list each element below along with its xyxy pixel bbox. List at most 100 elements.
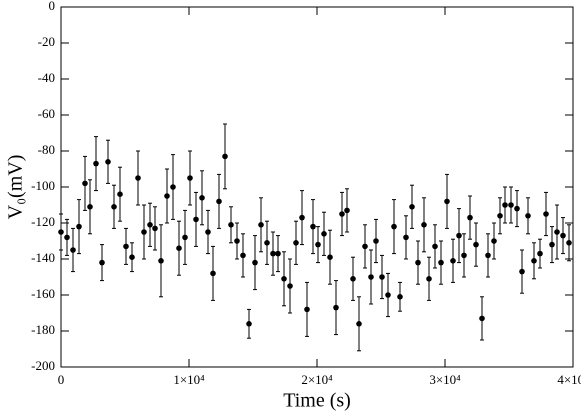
point <box>415 259 421 266</box>
y-tick-label: -140 <box>31 250 55 265</box>
point <box>111 204 117 210</box>
point <box>373 238 379 244</box>
point <box>344 207 350 214</box>
point <box>270 250 276 257</box>
point <box>438 259 444 266</box>
point <box>228 222 234 228</box>
point <box>76 223 82 230</box>
point <box>549 241 555 248</box>
point <box>299 214 305 221</box>
point <box>135 175 141 181</box>
point <box>339 211 345 217</box>
point <box>287 283 293 289</box>
point <box>58 229 64 235</box>
point <box>304 306 310 313</box>
point <box>93 160 99 167</box>
point <box>502 202 508 208</box>
point <box>193 216 199 223</box>
point <box>421 222 427 228</box>
point <box>485 252 491 259</box>
point <box>105 159 111 165</box>
point <box>450 258 456 264</box>
point <box>164 193 170 199</box>
point <box>205 229 211 235</box>
point <box>222 153 228 160</box>
point <box>234 238 240 244</box>
point <box>275 250 281 257</box>
x-tick-label: 0 <box>58 372 65 387</box>
point <box>403 234 409 241</box>
x-tick-label: 2×10⁴ <box>301 372 333 387</box>
point <box>566 240 572 246</box>
point <box>82 180 88 187</box>
point <box>525 213 531 219</box>
point <box>426 276 432 282</box>
point <box>508 202 514 208</box>
point <box>554 229 560 235</box>
y-tick-label: -100 <box>31 178 55 193</box>
point <box>368 274 374 280</box>
point <box>491 238 497 244</box>
point <box>176 245 182 251</box>
y-tick-label: -40 <box>38 70 55 85</box>
x-axis-label: Time (s) <box>283 390 351 412</box>
point <box>199 195 205 201</box>
point <box>170 184 176 190</box>
point <box>129 254 135 260</box>
y-tick-label: -80 <box>38 142 55 157</box>
point <box>461 252 467 259</box>
point <box>123 243 129 250</box>
point <box>479 315 485 322</box>
point <box>141 229 147 235</box>
point <box>281 276 287 282</box>
point <box>409 204 415 210</box>
point <box>432 243 438 250</box>
point <box>514 205 520 212</box>
point <box>467 214 473 221</box>
point <box>531 258 537 264</box>
point <box>391 223 397 230</box>
point <box>264 240 270 246</box>
point <box>152 225 158 232</box>
point <box>385 292 391 298</box>
y-tick-label: 0 <box>49 0 56 13</box>
y-tick-label: -20 <box>38 34 55 49</box>
point <box>70 247 76 253</box>
point <box>397 294 403 300</box>
point <box>216 198 222 205</box>
point <box>310 223 316 230</box>
point <box>99 259 105 266</box>
point <box>362 243 368 250</box>
point <box>379 274 385 280</box>
y-tick-label: -120 <box>31 214 55 229</box>
point <box>350 276 356 282</box>
point <box>456 232 462 239</box>
point <box>252 259 258 266</box>
point <box>327 254 333 260</box>
point <box>333 304 339 311</box>
y-tick-label: -160 <box>31 286 55 301</box>
x-tick-label: 3×10⁴ <box>429 372 461 387</box>
point <box>497 213 503 219</box>
y-axis-label: V₀(mV) <box>5 155 27 220</box>
x-tick-label: 4×10⁴ <box>557 372 581 387</box>
point <box>187 175 193 181</box>
point <box>117 191 123 197</box>
point <box>444 198 450 205</box>
x-tick-label: 1×10⁴ <box>173 372 205 387</box>
point <box>293 240 299 246</box>
point <box>246 321 252 327</box>
point <box>240 252 246 259</box>
point <box>473 241 479 248</box>
point <box>210 270 216 277</box>
point <box>356 321 362 327</box>
point <box>182 234 188 241</box>
y-tick-label: -180 <box>31 322 55 337</box>
y-tick-label: -60 <box>38 106 55 121</box>
point <box>321 231 327 237</box>
point <box>87 204 93 210</box>
point <box>537 250 543 257</box>
point <box>543 211 549 217</box>
point <box>560 232 566 239</box>
